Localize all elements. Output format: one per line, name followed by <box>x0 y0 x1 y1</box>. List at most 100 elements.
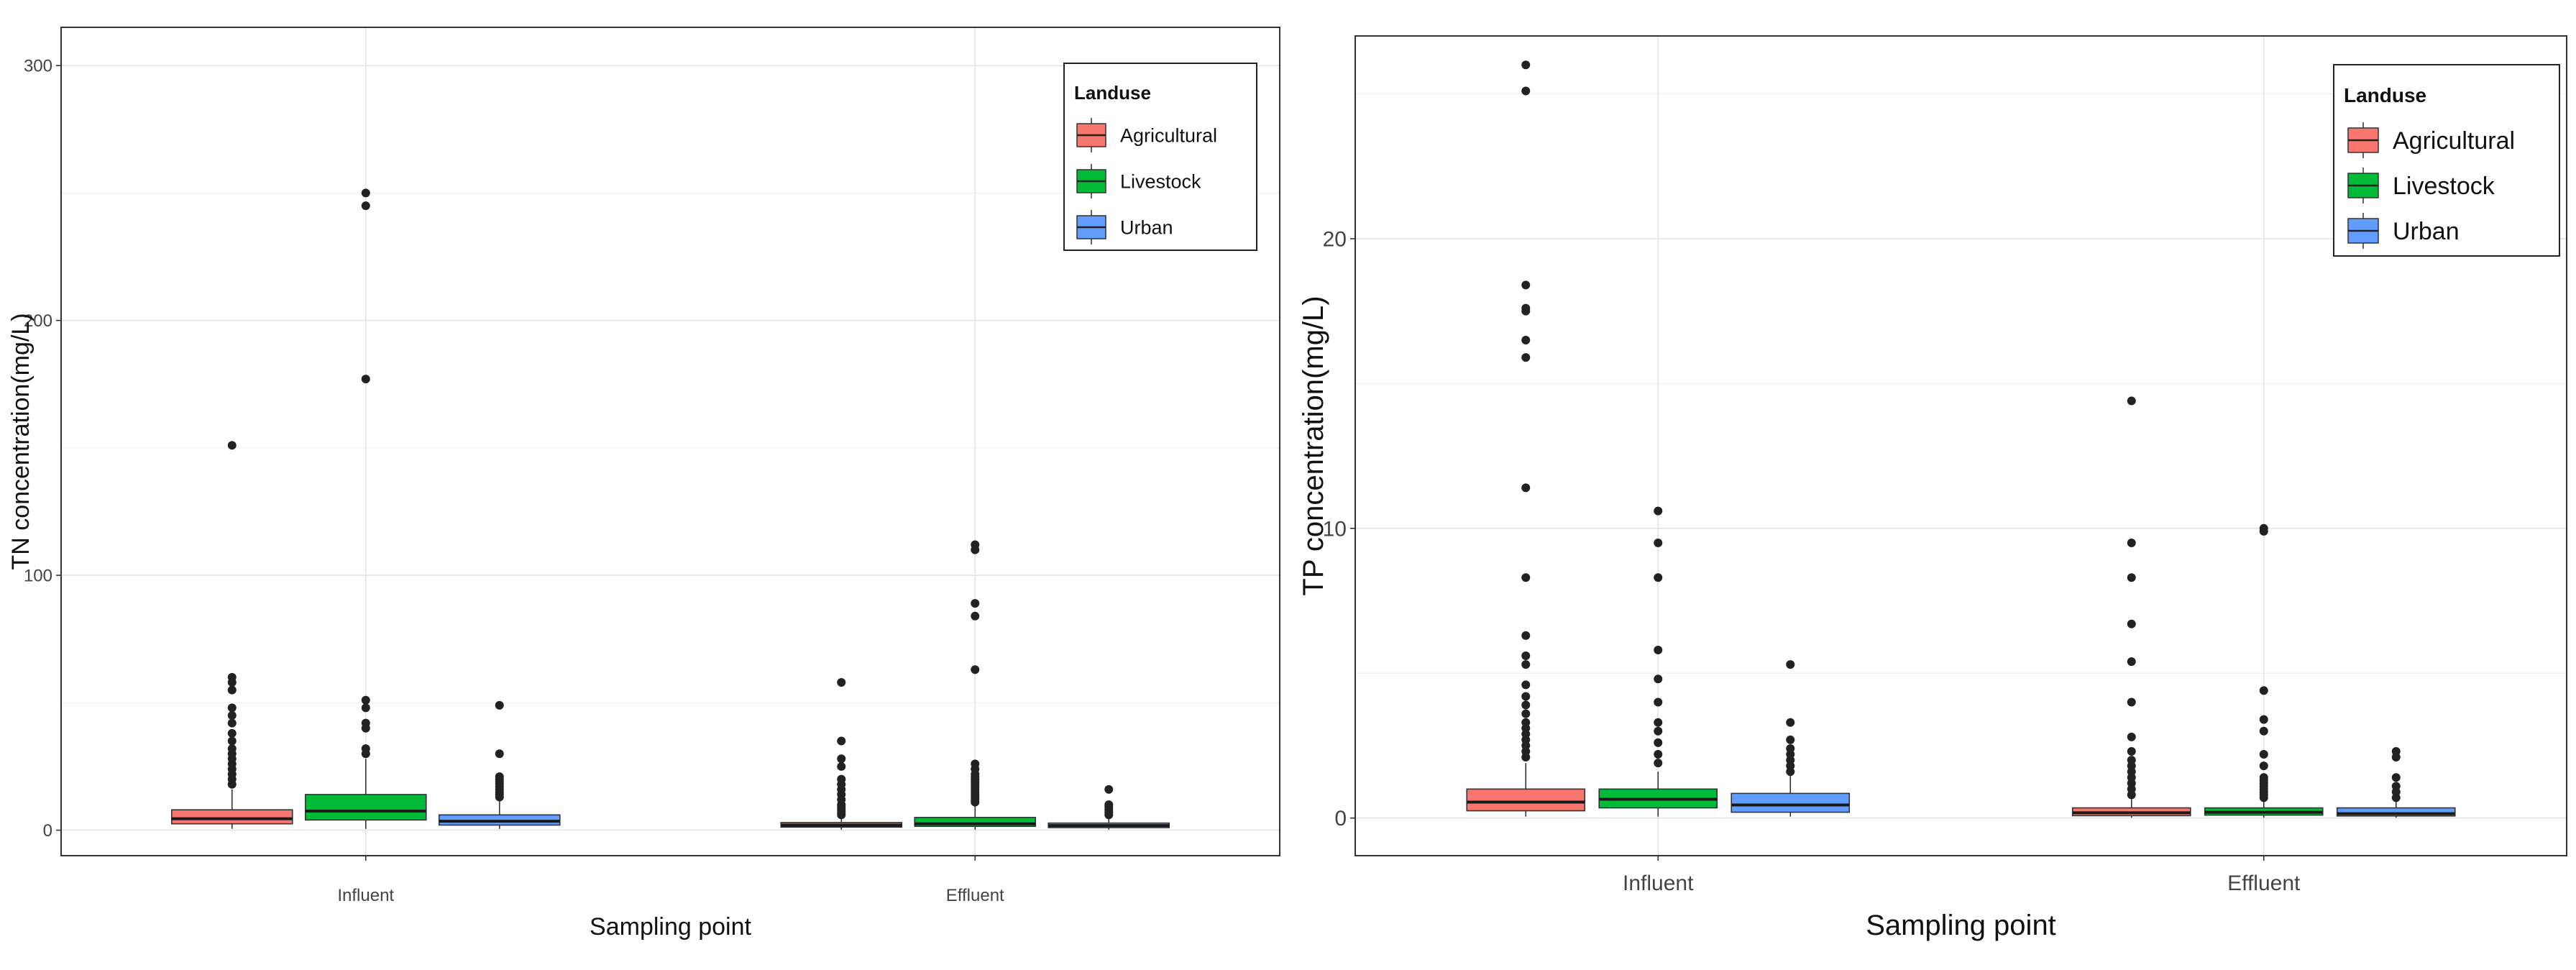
x-tick-label-influent: Influent <box>337 886 394 905</box>
outlier-point <box>361 718 370 728</box>
legend-item-urban: Urban <box>2347 213 2460 249</box>
outlier-point <box>1521 280 1531 290</box>
legend: Landuse Agricultural Livestock Urban <box>2333 64 2560 257</box>
outlier-point <box>1654 506 1663 516</box>
outlier-point <box>1521 651 1531 661</box>
outlier-point <box>2259 726 2268 736</box>
box-agricultural-influent <box>1466 60 1586 817</box>
outlier-point <box>971 540 980 549</box>
outlier-point <box>971 759 980 769</box>
box-livestock-effluent <box>2204 523 2324 818</box>
box-urban-effluent <box>1048 784 1170 830</box>
tn-boxplot-panel: 0 100 200 300 Influent Effluent Sampling point… <box>0 0 1287 966</box>
box-livestock-effluent <box>914 540 1037 830</box>
outlier-point <box>1521 353 1531 362</box>
outlier-point <box>361 201 370 211</box>
outlier-point <box>361 188 370 198</box>
legend-item-agricultural: Agricultural <box>1076 118 1217 152</box>
outlier-point <box>1654 759 1663 768</box>
outlier-point <box>1521 700 1531 710</box>
box-urban-influent <box>438 700 561 829</box>
outlier-point <box>2127 657 2136 667</box>
outlier-point <box>2259 761 2268 771</box>
box-iqr <box>1466 788 1586 812</box>
x-tick-label-effluent: Effluent <box>946 886 1004 905</box>
y-axis-title: TN concentration(mg/L) <box>7 313 35 569</box>
y-axis-title: TP concentration(mg/L) <box>1298 296 1329 595</box>
box-iqr <box>2336 807 2456 817</box>
box-agricultural-effluent <box>2071 396 2191 818</box>
outlier-point <box>2391 746 2401 756</box>
y-tick-label: 300 <box>24 57 52 76</box>
box-urban-influent <box>1731 660 1851 817</box>
tp-boxplot-panel: 0 10 20 Influent Effluent Sampling point TP co… <box>1287 0 2576 966</box>
outlier-point <box>1786 660 1795 669</box>
legend-label: Urban <box>2393 218 2460 245</box>
outlier-point <box>2127 756 2136 765</box>
tp-boxplot-chart: 0 10 20 Influent Effluent Sampling point TP co… <box>1298 35 2567 941</box>
outlier-point <box>2127 619 2136 628</box>
outlier-point <box>1521 303 1531 313</box>
outlier-point <box>361 703 370 713</box>
outlier-point <box>227 672 237 682</box>
box-iqr <box>170 809 293 825</box>
outlier-point <box>2127 697 2136 707</box>
x-axis-title: Sampling point <box>590 913 751 941</box>
outlier-point <box>1521 718 1531 727</box>
outlier-point <box>1521 631 1531 640</box>
outlier-point <box>1104 784 1114 794</box>
outlier-point <box>1521 483 1531 493</box>
outlier-point <box>1786 743 1795 753</box>
outlier-point <box>837 677 846 687</box>
box-livestock-influent <box>1598 506 1718 817</box>
outlier-point <box>361 695 370 705</box>
outlier-point <box>227 718 237 728</box>
legend-title: Landuse <box>2344 84 2426 106</box>
outlier-point <box>495 772 504 782</box>
box-iqr <box>1731 792 1851 813</box>
outlier-point <box>227 736 237 746</box>
tn-boxplot-chart: 0 100 200 300 Influent Effluent Sampling point… <box>7 27 1280 941</box>
y-tick-label: 100 <box>24 566 52 585</box>
legend: Landuse Agricultural Livestock Urban <box>1063 63 1257 251</box>
legend-label: Urban <box>1120 216 1173 238</box>
legend-label: Livestock <box>1120 170 1201 192</box>
outlier-point <box>837 754 846 764</box>
legend-item-urban: Urban <box>1076 210 1173 244</box>
outlier-point <box>2127 573 2136 582</box>
outlier-point <box>1654 697 1663 707</box>
outlier-point <box>2127 746 2136 756</box>
outlier-point <box>1654 750 1663 759</box>
outlier-point <box>2259 750 2268 759</box>
outlier-point <box>1521 692 1531 701</box>
outlier-point <box>1521 335 1531 344</box>
y-tick-label: 20 <box>1323 227 1347 251</box>
legend-item-livestock: Livestock <box>1076 164 1201 198</box>
box-agricultural-influent <box>170 441 293 829</box>
outlier-point <box>2259 686 2268 695</box>
outlier-point <box>227 711 237 720</box>
outlier-point <box>2259 523 2268 533</box>
outlier-point <box>1521 573 1531 582</box>
box-iqr <box>304 794 427 821</box>
outlier-point <box>227 728 237 738</box>
y-tick-label: 0 <box>43 821 52 841</box>
outlier-point <box>1521 660 1531 669</box>
outlier-point <box>971 599 980 608</box>
outlier-point <box>971 665 980 674</box>
outlier-point <box>2127 538 2136 547</box>
outlier-point <box>1786 735 1795 744</box>
outlier-point <box>1521 709 1531 718</box>
outlier-point <box>361 375 370 384</box>
outlier-point <box>227 441 237 450</box>
legend-label: Agricultural <box>1120 124 1217 146</box>
outlier-point <box>227 744 237 754</box>
x-tick-label-effluent: Effluent <box>2227 871 2301 895</box>
legend-label: Livestock <box>2393 173 2495 200</box>
outlier-point <box>1521 86 1531 96</box>
plot-border <box>60 27 1280 856</box>
outlier-point <box>227 703 237 713</box>
outlier-point <box>1654 726 1663 736</box>
outlier-point <box>2391 782 2401 791</box>
outlier-point <box>495 700 504 710</box>
